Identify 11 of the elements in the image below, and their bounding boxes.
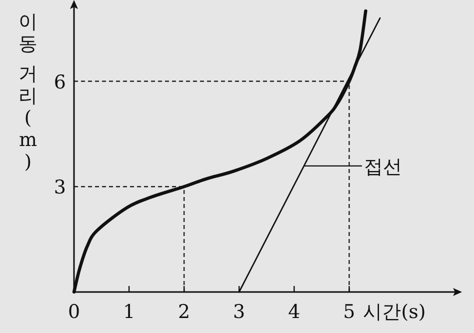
x-tick-label: 5: [343, 301, 356, 323]
x-tick-label: 2: [178, 301, 190, 323]
annotation-leader: 접선: [304, 156, 402, 178]
y-tick-label: 6: [54, 71, 66, 94]
x-tick-label: 0: [68, 301, 80, 323]
y-axis-title: 이동 거리(m): [18, 11, 38, 173]
x-tick-label: 4: [288, 301, 300, 323]
annotation: 접선: [364, 156, 402, 178]
x-tick-label: 3: [233, 301, 246, 323]
x-tick-label: 1: [122, 301, 136, 323]
x-axis-title: 시간(s): [363, 301, 426, 323]
